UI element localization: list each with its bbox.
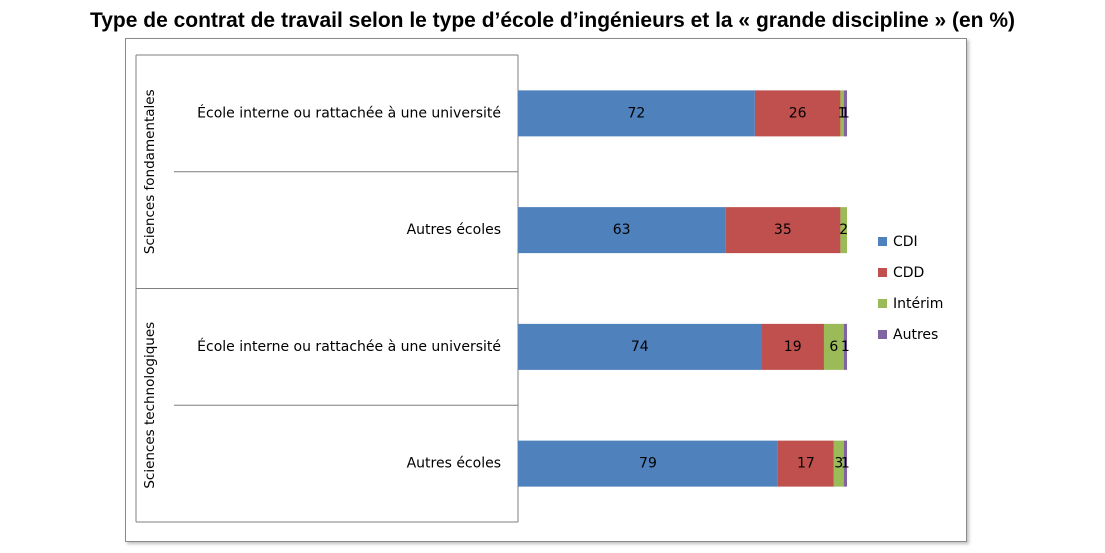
data-label: 3	[834, 456, 843, 472]
bar-segment-cdi	[518, 207, 726, 254]
bar-segment-cdd	[754, 90, 841, 137]
data-label: 1	[838, 105, 847, 121]
category-label: Autres écoles	[407, 456, 501, 472]
chart-title: Type de contrat de travail selon le type…	[89, 9, 1016, 32]
data-label: 1	[841, 456, 850, 472]
group-label: Sciences fondamentales	[142, 89, 158, 254]
bar-segment-intérim	[840, 90, 844, 137]
legend-label: CDI	[893, 234, 918, 250]
data-label: 2	[839, 222, 848, 238]
chart-frame: Sciences fondamentales École interne ou r…	[125, 38, 967, 542]
data-label: 19	[784, 339, 802, 355]
legend-label: Intérim	[893, 296, 943, 312]
data-label: 72	[628, 105, 646, 121]
bar-segment-cdi	[518, 90, 755, 137]
bar-segment-cdd	[777, 440, 834, 487]
bar-segment-autres	[843, 440, 847, 487]
data-label: 17	[797, 456, 815, 472]
bar-segment-autres	[843, 90, 847, 137]
legend-label: CDD	[893, 265, 924, 281]
legend-swatch-cdi	[878, 237, 887, 246]
legend-swatch-cdd	[878, 268, 887, 277]
bar-segment-cdd	[761, 323, 824, 370]
bar-segment-intérim	[823, 323, 844, 370]
data-label: 79	[639, 456, 657, 472]
legend-swatch-autres	[878, 330, 887, 339]
bar-segment-cdd	[725, 207, 841, 254]
legend-swatch-intérim	[878, 299, 887, 308]
category-label: École interne ou rattachée à une univers…	[197, 338, 501, 355]
data-label: 35	[774, 222, 792, 238]
category-label: Autres écoles	[407, 222, 501, 238]
data-label: 63	[613, 222, 631, 238]
data-label: 74	[631, 339, 649, 355]
data-label: 26	[789, 105, 807, 121]
bar-segment-intérim	[840, 207, 847, 254]
category-label: École interne ou rattachée à une univers…	[197, 104, 501, 121]
bar-segment-cdi	[518, 440, 778, 487]
bar-segment-autres	[843, 323, 847, 370]
data-label: 1	[841, 339, 850, 355]
bar-segment-cdi	[518, 323, 762, 370]
bar-segment-intérim	[833, 440, 844, 487]
data-label: 6	[829, 339, 838, 355]
chart-svg: Sciences fondamentales École interne ou r…	[135, 54, 943, 523]
group-label: Sciences technologiques	[142, 322, 158, 489]
data-label: 1	[841, 105, 850, 121]
legend-label: Autres	[893, 327, 938, 343]
